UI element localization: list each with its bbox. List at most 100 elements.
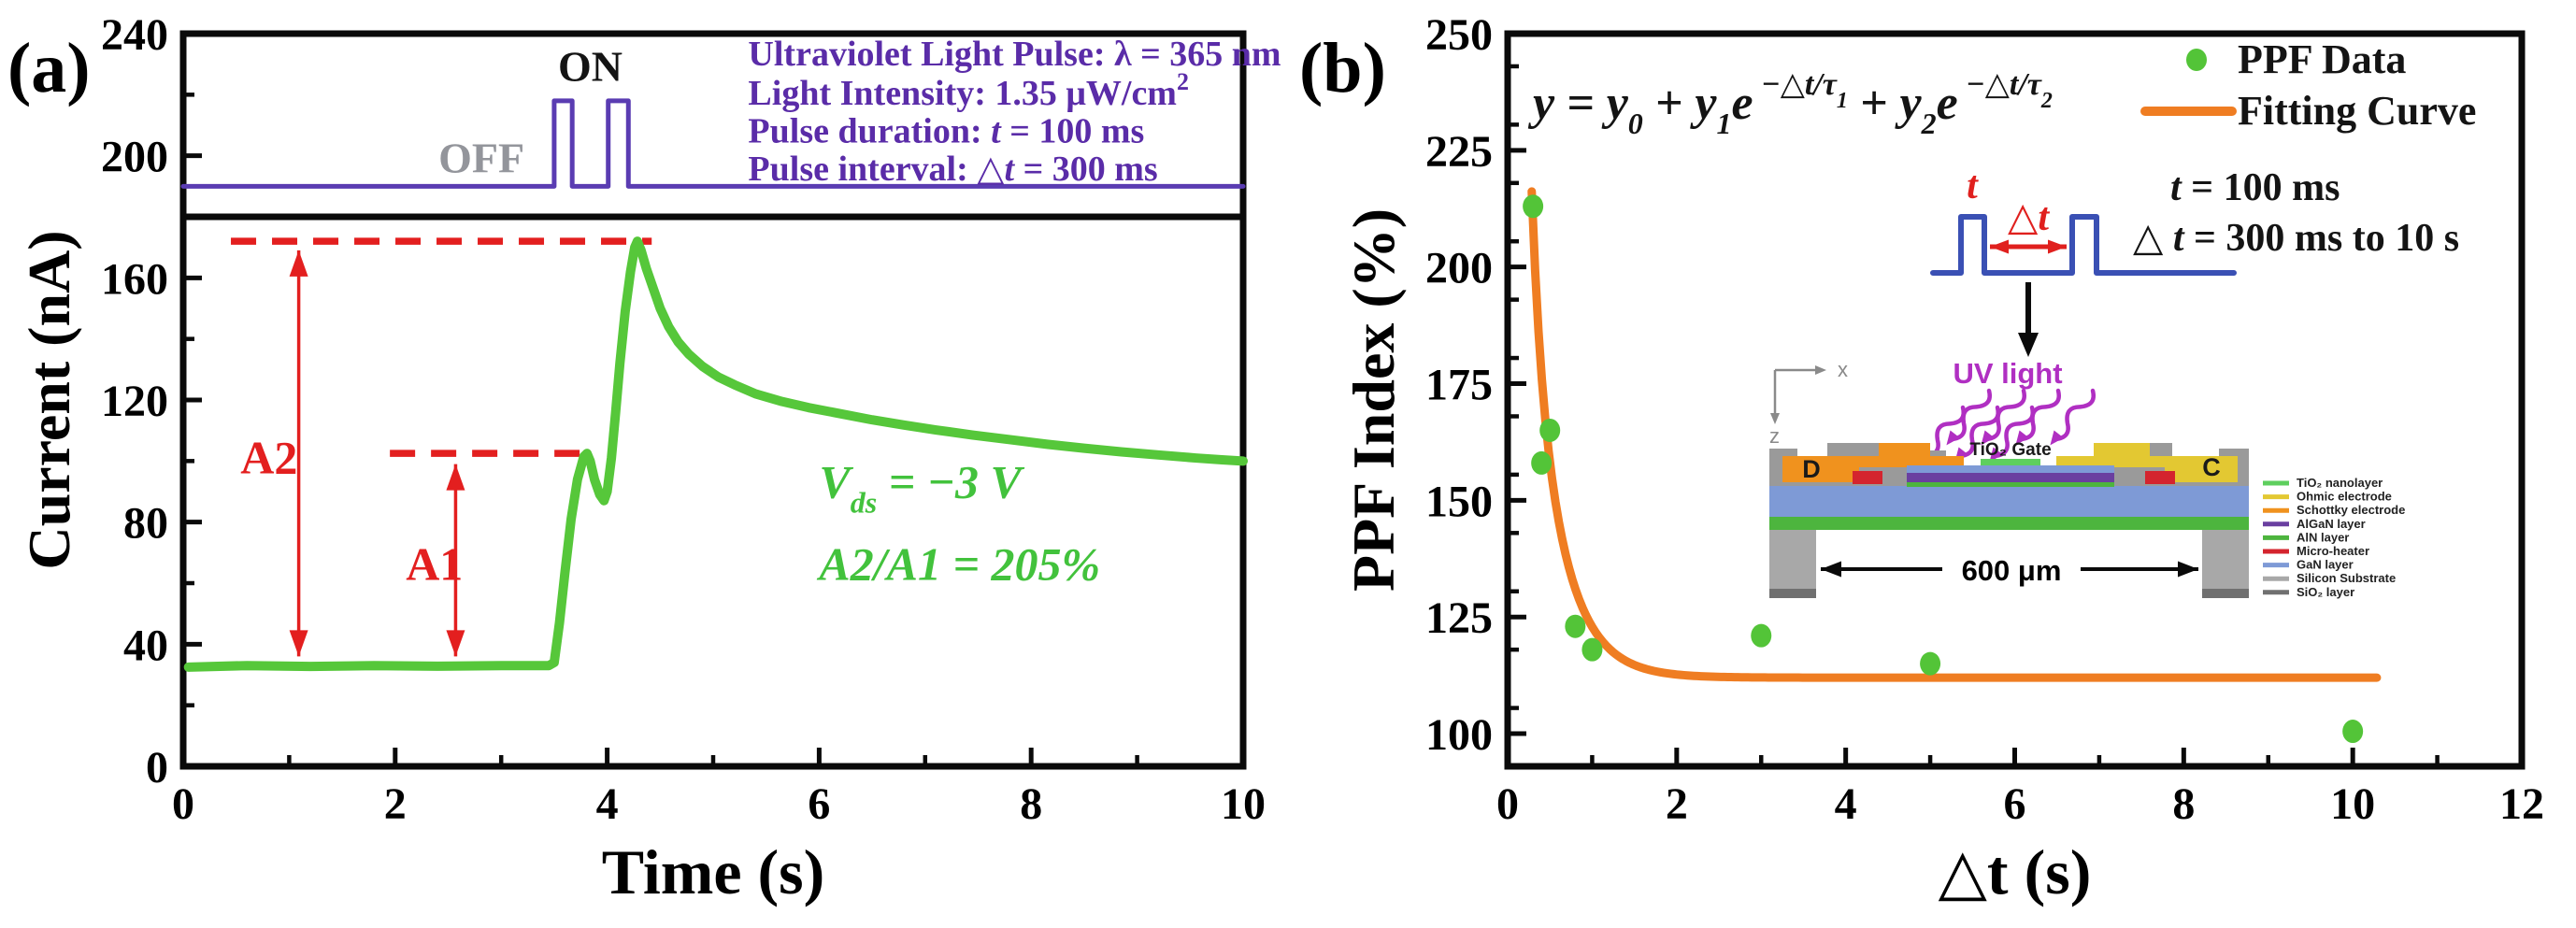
ratio-label: A2/A1 = 205% <box>816 538 1100 591</box>
schottky-electrode-step <box>1879 443 1930 458</box>
ohmic-electrode-label: C <box>2202 453 2221 481</box>
x-tick-label: 6 <box>2004 779 2026 829</box>
drain-electrode-label: D <box>1802 455 1821 483</box>
tio2-gate-label: TiO₂ Gate <box>1969 440 2051 460</box>
panel-a: 0 2 4 6 8 10 0 40 80 120 160 200 240 Time (s) Current … <box>7 10 1281 907</box>
photocurrent <box>183 236 1248 672</box>
y-tick-label: 175 <box>1425 361 1493 410</box>
arrowhead <box>289 250 308 277</box>
schottky-electrode-arm <box>1859 456 1964 467</box>
arrowhead <box>1990 239 2009 254</box>
pulse-interval-note: △ t = 300 ms to 10 s <box>2133 217 2459 260</box>
ticks: 0 2 4 6 8 10 0 40 80 120 160 200 240 <box>101 10 1266 829</box>
pulse-width-label: t <box>1967 164 1979 207</box>
x-tick-label: 2 <box>384 779 407 829</box>
pulse-off-label: OFF <box>438 135 524 182</box>
bias-label: Vds = −3 V <box>819 456 1024 520</box>
data-point <box>1565 614 1586 638</box>
x-tick-label: 10 <box>1221 779 1266 829</box>
uv-info-line-1: Ultraviolet Light Pulse: λ = 365 nm <box>748 35 1281 74</box>
arrowhead <box>1770 413 1780 424</box>
y-tick-label: 240 <box>101 10 168 60</box>
ohmic-electrode-arm <box>2056 456 2165 467</box>
ticks: 0 2 4 6 8 10 12 100 125 150 175 200 225 250 <box>1425 10 2544 829</box>
x-tick-label: 4 <box>1835 779 1857 829</box>
axis-x-indicator: x <box>1838 358 1848 381</box>
algan-layer <box>1907 473 2114 482</box>
layer-legend-label: Schottky electrode <box>2297 503 2405 517</box>
micro-heater <box>2145 471 2175 484</box>
layer-legend-label: Ohmic electrode <box>2297 490 2392 504</box>
uv-info-line-2: Light Intensity: 1.35 μW/cm2 <box>748 68 1189 113</box>
sio2-cap <box>1769 589 1816 598</box>
layer-legend-label: GaN layer <box>2297 558 2354 572</box>
layer-legend-label: SiO₂ layer <box>2297 585 2354 599</box>
data-point <box>2342 720 2364 744</box>
arrowhead <box>1946 430 1960 446</box>
y-axis-title: Current (nA) <box>16 230 82 569</box>
aln-layer <box>1769 517 2249 530</box>
x-tick-label: 8 <box>1020 779 1042 829</box>
x-axis-title: Time (s) <box>602 836 825 907</box>
uv-ray-squiggle-icon <box>1989 405 2035 463</box>
x-tick-label: 10 <box>2330 779 2375 829</box>
pulse-waveform <box>1930 214 2237 276</box>
y-tick-label: 80 <box>123 499 168 549</box>
ohmic-electrode-c <box>2165 456 2238 482</box>
y-tick-label: 125 <box>1425 593 1493 643</box>
gan-cap-strip <box>1907 465 2114 473</box>
fit-curve <box>1527 187 2382 682</box>
x-tick-label: 0 <box>172 779 194 829</box>
arrowhead <box>2018 333 2039 357</box>
arrowhead <box>2178 561 2198 578</box>
y-tick-label: 150 <box>1425 477 1493 526</box>
x-tick-label: 2 <box>1666 779 1688 829</box>
layer-legend-label: AlGaN layer <box>2297 517 2366 531</box>
measure-arrow-A1 <box>446 464 465 657</box>
x-tick-label: 6 <box>808 779 830 829</box>
plot-frame <box>1504 30 2526 770</box>
data-point <box>1920 651 1941 676</box>
tio2-gate <box>1981 459 2040 465</box>
layer-legend-label: AlN layer <box>2297 530 2349 544</box>
x-axis-title: △t (s) <box>1939 836 2092 907</box>
pulse-on-label: ON <box>558 43 623 91</box>
a1-label: A1 <box>406 538 463 591</box>
arrowhead <box>446 464 465 491</box>
pulse-width-note: t = 100 ms <box>2170 166 2340 209</box>
arrowhead <box>446 630 465 657</box>
uv-info-line-4: Pulse interval: △t = 300 ms <box>748 150 1157 189</box>
arrowhead <box>289 630 308 657</box>
x-tick-label: 8 <box>2172 779 2195 829</box>
data-point <box>1531 450 1553 475</box>
y-tick-label: 40 <box>123 621 168 670</box>
legend-dot-marker <box>2186 49 2207 71</box>
x-tick-label: 4 <box>596 779 619 829</box>
uv-info-line-3: Pulse duration: t = 100 ms <box>748 112 1144 151</box>
data-point <box>1523 194 1544 219</box>
aln-strip <box>1907 482 2114 487</box>
axis-z-indicator: z <box>1769 424 1780 448</box>
y-tick-label: 200 <box>1425 244 1493 293</box>
data-point <box>1539 418 1561 442</box>
panel-label-b: (b) <box>1299 29 1386 107</box>
y-axis-title: PPF Index (%) <box>1340 208 1407 592</box>
y-tick-label: 100 <box>1425 710 1493 760</box>
scatter-ppf-data <box>1523 194 2364 744</box>
series-uv-light-pulse-trace <box>180 98 1246 189</box>
panel-b: 0 2 4 6 8 10 12 100 125 150 175 200 225 250 △t (s) PPF … <box>1299 10 2544 907</box>
y-tick-label: 250 <box>1425 10 1493 60</box>
y-tick-label: 0 <box>146 743 168 792</box>
measure-arrow-A2 <box>289 250 308 657</box>
gan-layer <box>1769 486 2249 517</box>
ohmic-electrode-step <box>2094 443 2150 458</box>
layer-legend-label: TiO₂ nanolayer <box>2297 476 2383 490</box>
data-point <box>1581 637 1603 662</box>
uv-light-label: UV light <box>1953 357 2062 390</box>
silicon-leg <box>1769 530 1816 589</box>
arrowhead <box>2050 430 2064 446</box>
